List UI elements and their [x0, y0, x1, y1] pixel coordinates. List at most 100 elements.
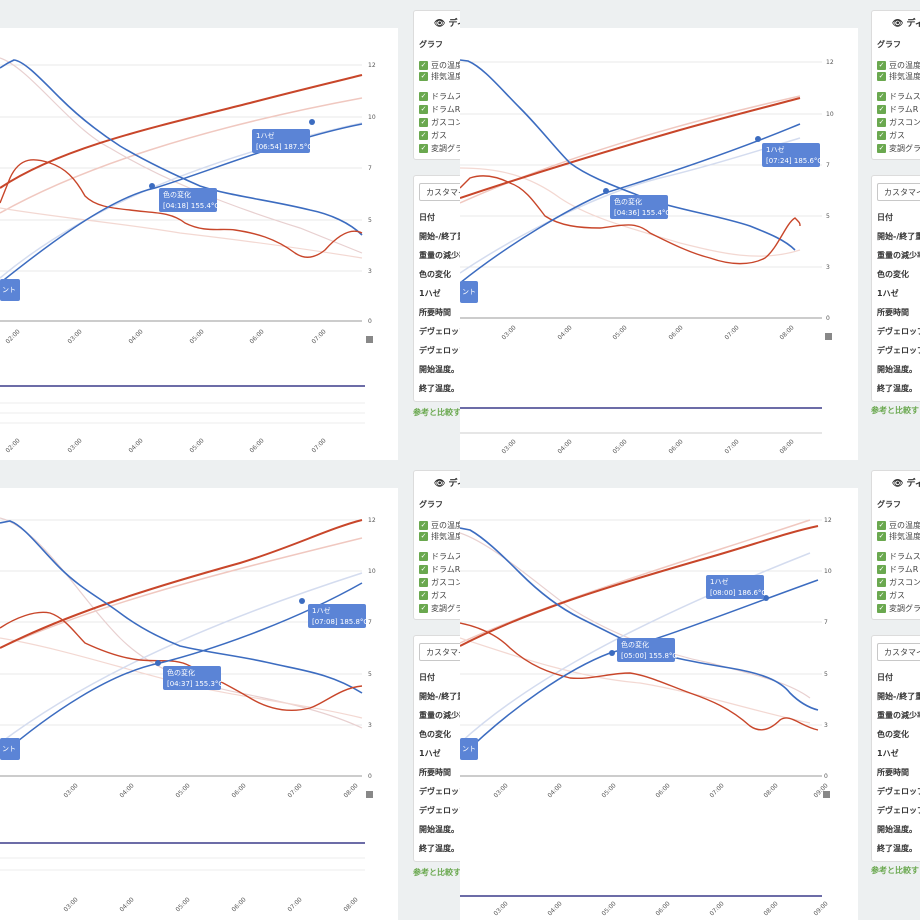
color-change-tag[interactable]: 色の変化 [04:37] 155.3°C: [163, 666, 223, 690]
legend-item-bean-temp[interactable]: ✓ 豆の温度: [419, 61, 460, 70]
first-crack-tag[interactable]: 1ハゼ [08:00] 186.6°C: [706, 575, 766, 599]
svg-text:04:00: 04:00: [556, 438, 573, 455]
legend-item-drum-r[interactable]: ✓ ドラムR: [419, 565, 460, 574]
customize-button[interactable]: カスタマイ: [877, 183, 920, 201]
charge-point-tag[interactable]: ント: [0, 738, 20, 760]
display-panel: 👁ディス グラフ ✓豆の温度 ✓排気温度 ✓ドラムス ✓ドラムR ✓ガスコン ✓…: [413, 470, 460, 620]
overview-chart[interactable]: 03:00 04:00 05:00 06:00 07:00 08:00 09:0…: [460, 895, 830, 917]
legend-item-exhaust[interactable]: ✓ 排気温度: [419, 532, 460, 541]
compare-reference-link[interactable]: 参考と比較す: [413, 868, 460, 877]
first-crack-tag[interactable]: 1ハゼ [06:54] 187.5°C: [252, 129, 312, 153]
legend-item-modulation[interactable]: ✓ 変調グラ: [877, 144, 920, 153]
legend-item-gas[interactable]: ✓ ガス: [877, 131, 905, 140]
legend-item-drum-speed[interactable]: ✓ ドラムス: [877, 552, 920, 561]
chart-menu-icon[interactable]: [823, 791, 830, 798]
legend-item-drum-r[interactable]: ✓ ドラムR: [419, 105, 460, 114]
chart-menu-icon[interactable]: [366, 336, 373, 343]
legend-item-gas-control[interactable]: ✓ ガスコン: [877, 118, 920, 127]
svg-text:04:00: 04:00: [546, 782, 563, 799]
svg-text:06:00: 06:00: [230, 896, 247, 913]
color-change-tag[interactable]: 色の変化 [04:18] 155.4°C: [159, 188, 219, 212]
svg-text:04:00: 04:00: [546, 900, 563, 917]
info-row-loss: 重量の減少率: [877, 251, 920, 260]
legend-item-gas[interactable]: ✓ ガス: [419, 131, 447, 140]
bean-temp-line: [0, 519, 363, 649]
charge-point-tag[interactable]: ント: [460, 281, 478, 303]
info-row-first-crack: 1ハゼ: [419, 289, 441, 298]
color-change-tag[interactable]: 色の変化 [05:00] 155.8°C: [617, 638, 677, 662]
roast-chart[interactable]: 色の変化 [04:18] 155.4°C 1ハゼ [06:54] 187.5°C…: [0, 28, 398, 460]
svg-text:06:00: 06:00: [654, 900, 671, 917]
legend-item-drum-speed[interactable]: ✓ ドラムス: [419, 92, 460, 101]
color-change-marker: [155, 660, 161, 666]
info-row-development: デヴェロップ: [419, 327, 460, 336]
info-panel: カスタマイ 日付 開始-/終了重 重量の減少率 色の変化 1ハゼ 所要時間 デヴ…: [413, 175, 460, 402]
legend-item-exhaust[interactable]: ✓ 排気温度: [877, 532, 920, 541]
legend-item-bean-temp[interactable]: ✓ 豆の温度: [877, 61, 920, 70]
info-row-end-temp: 終了温度。: [877, 384, 917, 393]
display-panel-title: ディス: [906, 479, 920, 489]
legend-item-modulation[interactable]: ✓ 変調グラ: [877, 604, 920, 613]
svg-text:7: 7: [826, 162, 830, 169]
right-axis: 12 10 7 5 3 0: [368, 517, 376, 780]
compare-reference-link[interactable]: 参考と比較す: [413, 408, 460, 417]
roast-chart-card: 色の変化 [04:18] 155.4°C 1ハゼ [06:54] 187.5°C…: [0, 28, 398, 460]
color-change-detail: [04:37] 155.3°C: [167, 680, 223, 688]
first-crack-tag[interactable]: 1ハゼ [07:24] 185.6°C: [762, 143, 822, 167]
customize-button[interactable]: カスタマイ: [419, 183, 460, 201]
color-change-label: 色の変化: [163, 190, 191, 199]
first-crack-marker: [755, 136, 761, 142]
color-change-tag[interactable]: 色の変化 [04:36] 155.4°C: [610, 195, 670, 219]
svg-text:05:00: 05:00: [188, 437, 205, 454]
charge-point-tag[interactable]: ント: [0, 279, 20, 301]
roast-chart[interactable]: 色の変化 [04:37] 155.3°C 1ハゼ [07:08] 185.8°C…: [0, 488, 398, 920]
svg-text:09:00: 09:00: [812, 900, 829, 917]
eye-icon: 👁: [892, 479, 904, 489]
graph-section-label: グラフ: [877, 40, 901, 49]
check-icon: ✓: [877, 144, 886, 153]
legend-item-gas[interactable]: ✓ ガス: [419, 591, 447, 600]
charge-point-label: ント: [2, 745, 16, 753]
info-row-color-change: 色の変化: [419, 730, 451, 739]
legend-item-bean-temp[interactable]: ✓ 豆の温度: [877, 521, 920, 530]
info-row-date: 日付: [877, 673, 893, 682]
compare-reference-link[interactable]: 参考と比較す: [871, 866, 919, 875]
info-row-weight: 開始-/終了重: [419, 692, 460, 701]
gas-line: [460, 175, 801, 265]
customize-button[interactable]: カスタマイ: [419, 643, 460, 661]
charge-point-tag[interactable]: ント: [460, 738, 478, 760]
info-row-loss: 重量の減少率: [419, 251, 460, 260]
svg-text:07:00: 07:00: [286, 782, 303, 799]
legend-item-gas-control[interactable]: ✓ ガスコン: [877, 578, 920, 587]
svg-text:05:00: 05:00: [611, 438, 628, 455]
customize-button[interactable]: カスタマイ: [877, 643, 920, 661]
legend-item-gas-control[interactable]: ✓ ガスコン: [419, 578, 460, 587]
legend-item-gas[interactable]: ✓ ガス: [877, 591, 905, 600]
svg-text:03:00: 03:00: [492, 782, 509, 799]
legend-item-bean-temp[interactable]: ✓ 豆の温度: [419, 521, 460, 530]
legend-item-modulation[interactable]: ✓ 変調グラ: [419, 144, 460, 153]
legend-item-modulation[interactable]: ✓ 変調グラ: [419, 604, 460, 613]
overview-chart[interactable]: 03:00 04:00 05:00 06:00 07:00 08:00: [460, 407, 822, 455]
legend-item-drum-speed[interactable]: ✓ ドラムス: [877, 92, 920, 101]
overview-chart[interactable]: 02:00 03:00 04:00 05:00 06:00 07:00: [0, 385, 365, 454]
svg-text:06:00: 06:00: [667, 438, 684, 455]
legend-item-drum-r[interactable]: ✓ ドラムR: [877, 565, 919, 574]
roast-chart[interactable]: 色の変化 [05:00] 155.8°C 1ハゼ [08:00] 186.6°C…: [460, 488, 858, 920]
compare-reference-link[interactable]: 参考と比較す: [871, 406, 919, 415]
roast-chart[interactable]: 色の変化 [04:36] 155.4°C 1ハゼ [07:24] 185.6°C…: [460, 28, 858, 460]
first-crack-tag[interactable]: 1ハゼ [07:08] 185.8°C: [308, 604, 368, 628]
color-change-label: 色の変化: [614, 197, 642, 206]
overview-chart[interactable]: 03:00 04:00 05:00 06:00 07:00 08:00: [0, 842, 365, 913]
ror-ref-line: [0, 517, 363, 729]
legend-item-drum-r[interactable]: ✓ ドラムR: [877, 105, 919, 114]
color-change-detail: [04:18] 155.4°C: [163, 202, 219, 210]
legend-item-drum-speed[interactable]: ✓ ドラムス: [419, 552, 460, 561]
chart-menu-icon[interactable]: [366, 791, 373, 798]
legend-item-exhaust[interactable]: ✓ 排気温度: [877, 72, 920, 81]
check-icon: ✓: [419, 604, 428, 613]
legend-item-exhaust[interactable]: ✓ 排気温度: [419, 72, 460, 81]
chart-menu-icon[interactable]: [825, 333, 832, 340]
legend-item-gas-control[interactable]: ✓ ガスコン: [419, 118, 460, 127]
right-axis: 12 10 7 5 3 0: [824, 517, 832, 780]
